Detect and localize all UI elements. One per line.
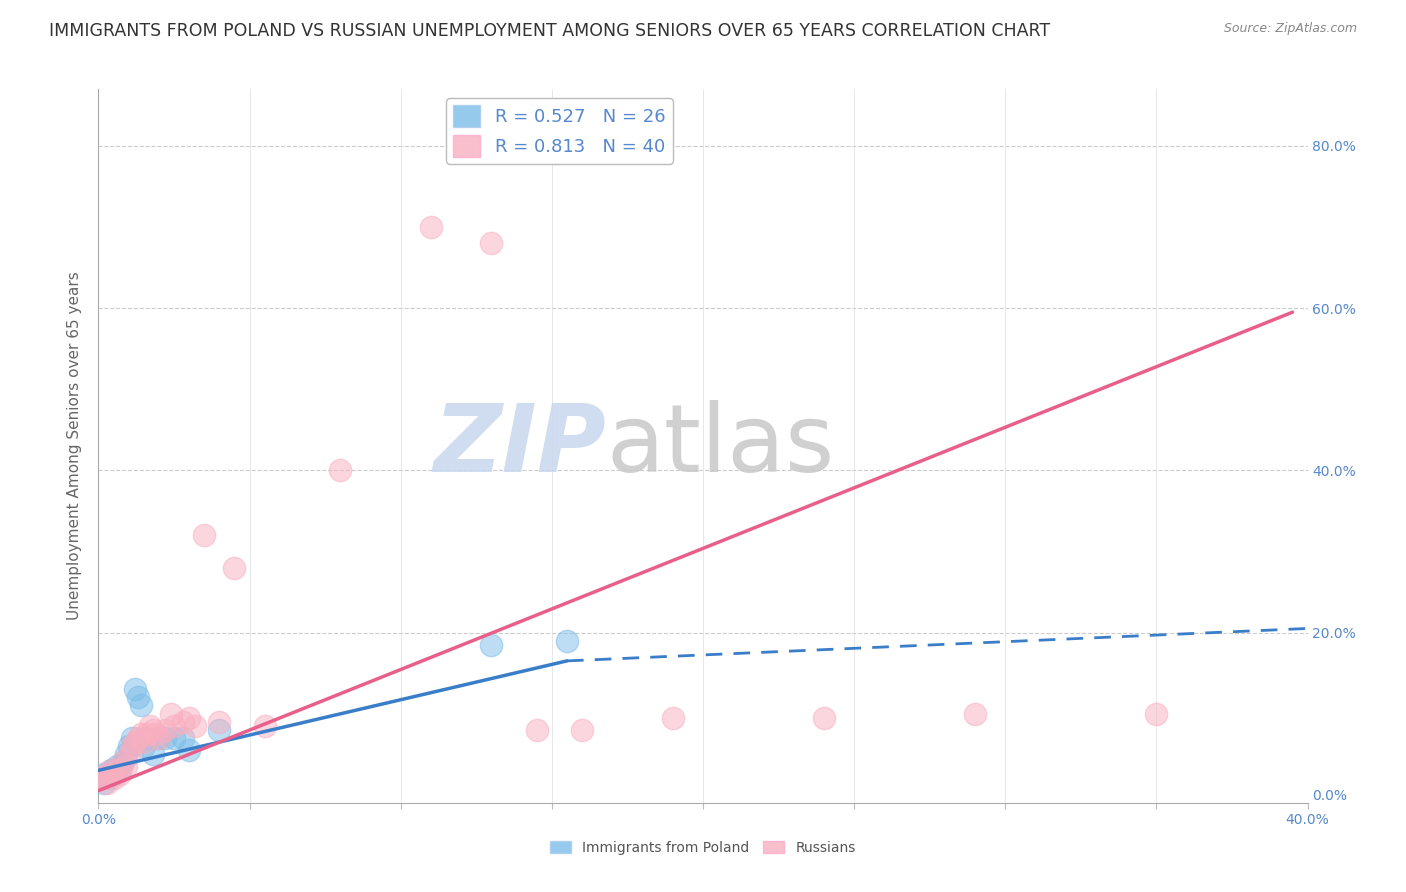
Text: IMMIGRANTS FROM POLAND VS RUSSIAN UNEMPLOYMENT AMONG SENIORS OVER 65 YEARS CORRE: IMMIGRANTS FROM POLAND VS RUSSIAN UNEMPL… — [49, 22, 1050, 40]
Point — [100, 764, 122, 778]
Point — [121, 739, 143, 753]
Point — [253, 719, 276, 733]
Point — [103, 767, 125, 781]
Text: ZIP: ZIP — [433, 400, 606, 492]
Point — [555, 633, 578, 648]
Point — [661, 711, 683, 725]
Point — [163, 719, 186, 733]
Point — [90, 772, 112, 786]
Point — [111, 756, 134, 770]
Point — [96, 767, 118, 781]
Point — [208, 723, 231, 737]
Point — [224, 560, 246, 574]
Point — [481, 236, 503, 251]
Point — [193, 528, 215, 542]
Point — [121, 731, 143, 745]
Point — [172, 714, 194, 729]
Point — [142, 747, 165, 761]
Point — [93, 775, 115, 789]
Point — [103, 772, 125, 786]
Point — [148, 731, 170, 745]
Text: atlas: atlas — [606, 400, 835, 492]
Point — [329, 463, 352, 477]
Point — [118, 747, 141, 761]
Point — [127, 690, 149, 705]
Y-axis label: Unemployment Among Seniors over 65 years: Unemployment Among Seniors over 65 years — [67, 272, 83, 620]
Point — [208, 714, 231, 729]
Point — [108, 767, 131, 781]
Point — [124, 735, 146, 749]
Point — [132, 739, 155, 753]
Point — [526, 723, 548, 737]
Text: Source: ZipAtlas.com: Source: ZipAtlas.com — [1223, 22, 1357, 36]
Point — [96, 772, 118, 786]
Point — [111, 756, 134, 770]
Point — [108, 764, 131, 778]
Point — [114, 759, 136, 773]
Point — [124, 682, 146, 697]
Point — [132, 735, 155, 749]
Point — [813, 711, 835, 725]
Point — [481, 638, 503, 652]
Point — [139, 719, 162, 733]
Point — [145, 727, 167, 741]
Point — [184, 719, 207, 733]
Point — [105, 759, 128, 773]
Point — [93, 772, 115, 786]
Point — [114, 747, 136, 761]
Point — [179, 711, 201, 725]
Point — [163, 731, 186, 745]
Point — [105, 764, 128, 778]
Point — [153, 731, 176, 745]
Point — [129, 727, 152, 741]
Point — [127, 731, 149, 745]
Legend: Immigrants from Poland, Russians: Immigrants from Poland, Russians — [544, 835, 862, 860]
Point — [965, 706, 987, 721]
Point — [153, 723, 176, 737]
Point — [90, 772, 112, 786]
Point — [571, 723, 593, 737]
Point — [100, 764, 122, 778]
Point — [148, 731, 170, 745]
Point — [135, 727, 157, 741]
Point — [142, 723, 165, 737]
Point — [172, 731, 194, 745]
Point — [420, 220, 443, 235]
Point — [129, 698, 152, 713]
Point — [160, 706, 183, 721]
Point — [135, 731, 157, 745]
Point — [1144, 706, 1167, 721]
Point — [179, 743, 201, 757]
Point — [96, 775, 118, 789]
Point — [93, 767, 115, 781]
Point — [118, 739, 141, 753]
